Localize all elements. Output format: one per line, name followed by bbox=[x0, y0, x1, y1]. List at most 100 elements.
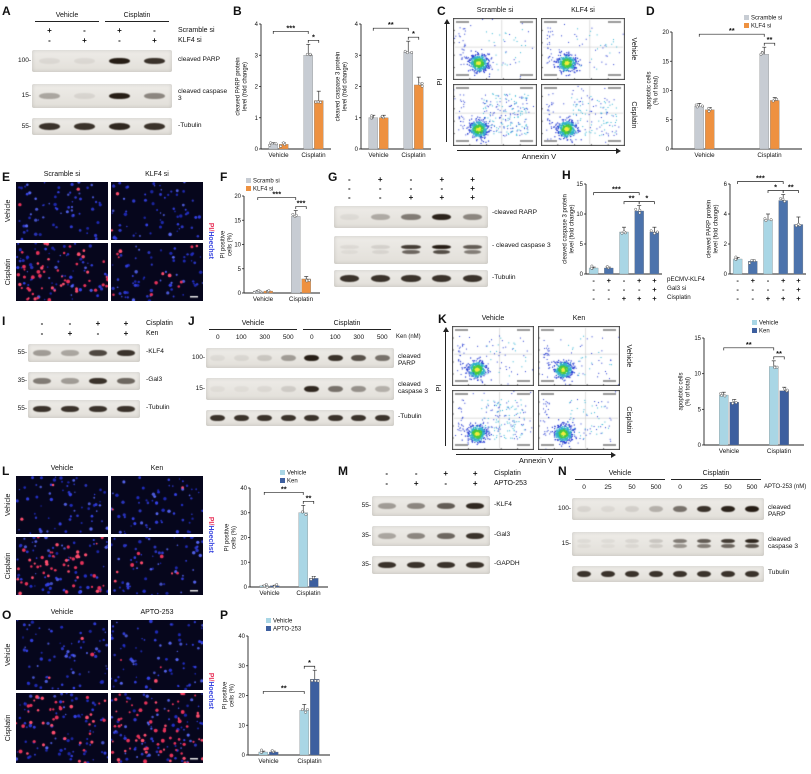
svg-text:+: + bbox=[781, 294, 786, 303]
svg-text:apoptotic cells: apoptotic cells bbox=[679, 372, 685, 410]
flow-x-axis-label: Annexin V bbox=[518, 456, 554, 465]
svg-text:level (fold change): level (fold change) bbox=[570, 204, 576, 253]
blot-condition-symbol: - bbox=[385, 469, 389, 478]
svg-text:-: - bbox=[592, 294, 595, 303]
micro-side-label-pi: PI bbox=[206, 516, 214, 523]
panel-N-letter: N bbox=[558, 464, 567, 478]
blot-condition-symbol: - bbox=[409, 175, 413, 184]
svg-text:5: 5 bbox=[580, 242, 584, 248]
panel-C: C Scramble si KLF4 si Vehicle Cisplatin PI An… bbox=[435, 4, 643, 168]
micro-col-title-1: KLF4 si bbox=[145, 171, 169, 178]
blot-band bbox=[436, 561, 455, 569]
panel-M-body: - - + + Cisplatin - + - + APTO-253 55- -KLF4 35- -Gal… bbox=[338, 464, 556, 606]
micro-image-Cisplatin-Vehicle bbox=[16, 693, 108, 763]
blot-band bbox=[744, 570, 760, 578]
legend-swatch bbox=[246, 178, 251, 183]
blot-band bbox=[233, 414, 249, 422]
blot-mw-marker: 15- bbox=[21, 92, 31, 99]
legend-swatch bbox=[266, 626, 271, 631]
blot-condition-symbol: - bbox=[348, 193, 351, 202]
blot-condition-symbol: + bbox=[123, 319, 129, 328]
blot-mw-marker: 55- bbox=[361, 502, 371, 509]
blot-band bbox=[370, 275, 390, 282]
blot-band bbox=[89, 405, 107, 413]
blot-band bbox=[672, 538, 688, 543]
svg-text:4: 4 bbox=[255, 22, 259, 28]
B-chart-cleaved-caspase3-svg: 0 1 2 3 4 cleaved caspase 3 protein level (fol… bbox=[336, 20, 431, 159]
blot-condition-symbol: - bbox=[83, 26, 86, 35]
svg-text:PI positive: PI positive bbox=[225, 523, 231, 551]
svg-text:(% of total): (% of total) bbox=[686, 377, 692, 406]
blot-band bbox=[407, 502, 426, 510]
panel-I-body: - - + + Cisplatin - + - + Ken 55- -KLF4 35- -Gal3 55- -… bbox=[2, 314, 186, 462]
blot-band bbox=[377, 561, 396, 569]
blot-band-label: cleaved PARP bbox=[398, 353, 421, 367]
svg-text:Cisplatin: Cisplatin bbox=[296, 590, 321, 597]
H-chart-cleaved-parp: 0 2 4 6 cleaved PARP protein level (fold chan… bbox=[706, 172, 810, 308]
svg-text:10: 10 bbox=[240, 560, 247, 566]
blot-band bbox=[600, 538, 616, 543]
blot-band bbox=[33, 405, 51, 413]
blot-band bbox=[433, 250, 451, 254]
blot-gel-strip bbox=[206, 410, 394, 426]
blot-dose-value: 500 bbox=[650, 484, 662, 491]
svg-text:Vehicle: Vehicle bbox=[259, 590, 280, 597]
blot-dose-value: 500 bbox=[376, 334, 388, 341]
blot-mw-marker: 55- bbox=[21, 122, 31, 130]
blot-band bbox=[401, 244, 421, 249]
blot-dose-value: 25 bbox=[700, 484, 708, 491]
blot-condition-symbol: + bbox=[123, 329, 129, 338]
svg-text:-: - bbox=[608, 294, 611, 303]
blot-band bbox=[233, 385, 249, 393]
micro-col-title-0: Vehicle bbox=[50, 609, 74, 616]
blot-band bbox=[108, 123, 131, 130]
svg-text:0: 0 bbox=[580, 272, 584, 278]
blot-band bbox=[697, 544, 711, 548]
blot-band bbox=[624, 538, 640, 543]
micro-side-label: PI/Hoechst bbox=[206, 180, 214, 300]
blot-condition-symbol: - bbox=[48, 36, 51, 45]
blot-band bbox=[351, 385, 367, 393]
blot-condition-symbol: - bbox=[378, 184, 382, 193]
blot-band bbox=[576, 570, 592, 578]
svg-text:15: 15 bbox=[694, 336, 701, 342]
flow-plot-Vehicle-KLF4 si bbox=[541, 18, 625, 80]
micro-col-title-1: Ken bbox=[150, 465, 164, 472]
blot-band bbox=[233, 354, 249, 362]
blot-band bbox=[117, 349, 135, 357]
panel-P-body: 0 10 20 30 40 PI positive cells (%) Vehicle Cisp… bbox=[220, 608, 336, 774]
svg-text:+: + bbox=[652, 294, 657, 303]
svg-text:Scramb si: Scramb si bbox=[253, 179, 280, 185]
micro-image-Cisplatin-APTO-253 bbox=[111, 693, 203, 763]
svg-text:+: + bbox=[652, 285, 657, 294]
blot-condition-symbol: + bbox=[47, 26, 52, 35]
blot-mw-marker: 55- bbox=[17, 405, 27, 412]
blot-band-label: cleaved caspase 3 bbox=[398, 381, 429, 395]
L-chart-pi-positive-svg: 0 10 20 30 40 PI positive cells (%) Vehicle Cisp… bbox=[225, 470, 328, 597]
micro-image-Vehicle-APTO-253 bbox=[111, 620, 203, 690]
blot-band bbox=[436, 502, 455, 510]
blot-gel-strip bbox=[372, 526, 490, 546]
panel-D: D 0 5 10 15 20 apoptotic cells (% of total) Veh… bbox=[646, 4, 809, 168]
svg-text:-: - bbox=[752, 294, 755, 303]
blot-group-label: Cisplatin bbox=[105, 12, 169, 22]
flow-plot-Cisplatin-KLF4 si bbox=[541, 84, 625, 146]
legend-swatch bbox=[266, 618, 271, 623]
flow-y-axis-arrow bbox=[445, 332, 446, 446]
blot-band bbox=[38, 57, 61, 65]
blot-group-label: Vehicle bbox=[575, 470, 665, 480]
blot-band bbox=[143, 92, 166, 100]
blot-band bbox=[374, 385, 390, 393]
svg-text:2: 2 bbox=[255, 85, 259, 91]
blot-condition-symbol: + bbox=[117, 26, 122, 35]
panel-N: N Vehicle Cisplatin 0 25 50 500 0 25 50 500 APTO-2… bbox=[558, 464, 810, 606]
blot-band bbox=[624, 505, 640, 513]
micro-side-label-hoechst: Hoechst bbox=[206, 680, 214, 709]
blot-band bbox=[351, 354, 367, 362]
blot-band bbox=[696, 505, 712, 513]
svg-text:-: - bbox=[623, 285, 626, 294]
flow-col-title-1: Ken bbox=[572, 315, 586, 322]
blot-band-label: Tubulin bbox=[768, 569, 790, 576]
blot-band bbox=[61, 405, 79, 413]
